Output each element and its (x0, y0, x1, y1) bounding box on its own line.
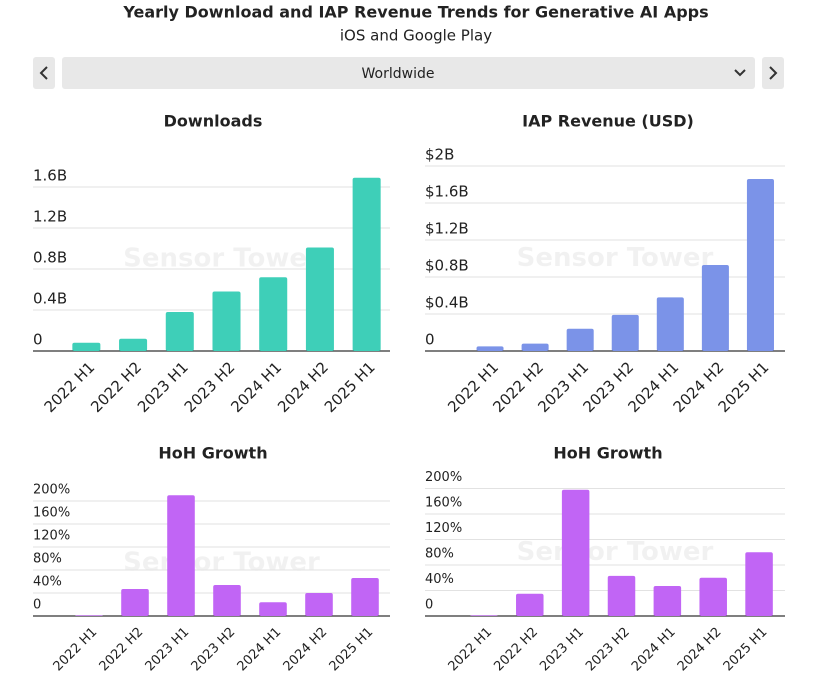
y-tick-label: 40% (33, 575, 62, 590)
watermark: Sensor Tower (123, 243, 320, 273)
x-tick-label: 2022 H1 (41, 358, 99, 416)
y-tick-label: 0 (425, 598, 433, 613)
x-tick-label: 2025 H1 (321, 358, 379, 416)
x-tick-label: 2022 H1 (51, 625, 101, 675)
y-tick-label: $1.6B (425, 183, 469, 201)
select-value[interactable]: Worldwide (362, 66, 435, 82)
bar (561, 489, 590, 616)
x-tick-label: 2022 H2 (97, 625, 147, 675)
y-tick-label: 0 (425, 331, 435, 349)
bar (72, 342, 101, 351)
x-tick-label: 2022 H2 (491, 625, 541, 675)
y-tick-label: 80% (33, 552, 62, 567)
y-tick-label: 80% (425, 547, 454, 562)
bar (521, 343, 549, 351)
x-tick-label: 2023 H2 (181, 358, 239, 416)
y-tick-label: 1.6B (33, 167, 67, 185)
y-tick-label: 160% (425, 496, 462, 511)
y-tick-label: 1.2B (33, 208, 67, 226)
x-tick-label: 2023 H1 (537, 625, 587, 675)
y-tick-label: 200% (425, 470, 462, 485)
bar (653, 586, 682, 616)
bar (611, 314, 639, 351)
bar (470, 615, 498, 616)
x-tick-label: 2024 H1 (235, 625, 285, 675)
x-tick-label: 2024 H2 (281, 625, 331, 675)
x-tick-label: 2022 H1 (446, 625, 496, 675)
next-button[interactable] (762, 57, 784, 89)
x-tick-label: 2023 H1 (143, 625, 193, 675)
bar (212, 291, 241, 351)
chart-title: HoH Growth (553, 444, 662, 463)
bar (656, 297, 684, 351)
x-tick-label: 2023 H2 (189, 625, 239, 675)
bar (566, 328, 594, 351)
y-tick-label: $0.8B (425, 257, 469, 275)
page-subtitle: iOS and Google Play (340, 27, 492, 45)
x-tick-label: 2025 H1 (327, 625, 377, 675)
y-tick-label: $2B (425, 146, 454, 164)
watermark: Sensor Tower (123, 547, 320, 577)
bar (476, 346, 504, 351)
x-tick-label: 2022 H2 (87, 358, 145, 416)
y-tick-label: 120% (425, 521, 462, 536)
prev-icon[interactable] (39, 66, 48, 80)
bar (119, 338, 148, 351)
x-tick-label: 2024 H2 (274, 358, 332, 416)
bar (352, 177, 381, 351)
bar (607, 575, 636, 616)
bar (75, 615, 103, 616)
x-tick-label: 2023 H2 (583, 625, 633, 675)
chart-title: Downloads (164, 112, 263, 131)
next-icon[interactable] (769, 66, 778, 80)
y-tick-label: 0.8B (33, 249, 67, 267)
bar (121, 588, 149, 616)
bar (305, 593, 333, 616)
page-title: Yearly Download and IAP Revenue Trends f… (122, 3, 708, 22)
y-tick-label: 0 (33, 598, 41, 613)
bar (167, 495, 195, 616)
next-button-bg[interactable] (762, 57, 784, 89)
bar (165, 312, 194, 351)
watermark: Sensor Tower (517, 537, 714, 567)
select-bg[interactable] (62, 57, 755, 89)
select-chevron[interactable] (734, 69, 746, 77)
bar (259, 602, 287, 616)
y-tick-label: $0.4B (425, 294, 469, 312)
x-tick-label: 2023 H1 (134, 358, 192, 416)
chart-title: IAP Revenue (USD) (522, 112, 694, 131)
x-tick-label: 2024 H1 (227, 358, 285, 416)
bar (699, 577, 727, 616)
x-tick-label: 2024 H2 (675, 625, 725, 675)
bar (351, 578, 379, 616)
bar (701, 264, 729, 351)
prev-button-bg[interactable] (33, 57, 55, 89)
prev-button[interactable] (33, 57, 55, 89)
y-tick-label: 0 (33, 331, 43, 349)
x-tick-label: 2025 H1 (721, 625, 771, 675)
y-tick-label: 40% (425, 572, 454, 587)
y-tick-label: $1.2B (425, 220, 469, 238)
y-tick-label: 0.4B (33, 290, 67, 308)
watermark: Sensor Tower (517, 243, 714, 273)
bar (213, 584, 241, 616)
bar (305, 247, 334, 351)
y-tick-label: 120% (33, 529, 70, 544)
bar (259, 277, 288, 351)
x-tick-label: 2024 H1 (629, 625, 679, 675)
y-tick-label: 160% (33, 506, 70, 521)
bar (746, 178, 774, 351)
region-select[interactable]: Worldwide (62, 57, 755, 89)
bar (516, 593, 544, 616)
bar (745, 552, 773, 616)
y-tick-label: 200% (33, 483, 70, 498)
chart-title: HoH Growth (158, 444, 267, 463)
